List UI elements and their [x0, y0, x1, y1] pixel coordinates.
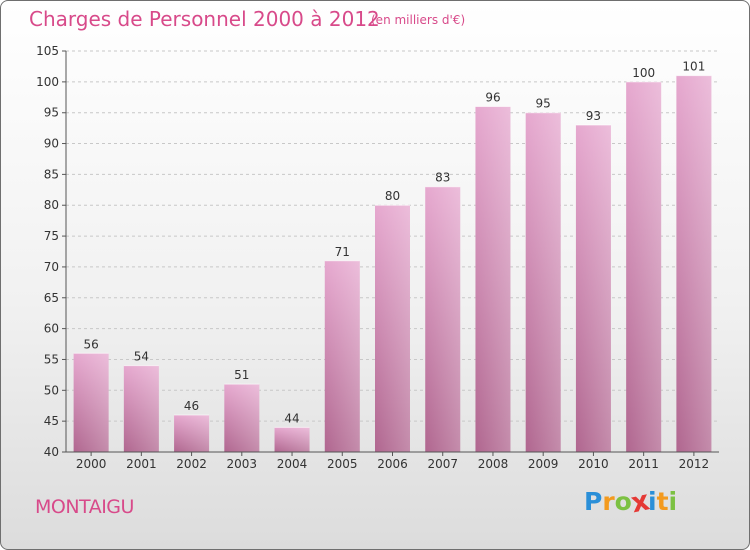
y-tick-label: 80 — [44, 198, 59, 212]
bar-highlight — [73, 353, 109, 452]
x-tick-label: 2012 — [679, 457, 710, 471]
y-tick-label: 55 — [44, 352, 59, 366]
y-tick-label: 60 — [44, 322, 59, 336]
data-label: 71 — [335, 245, 350, 259]
logo-letter: i — [648, 487, 657, 516]
data-label: 95 — [536, 97, 551, 111]
x-tick-label: 2007 — [427, 457, 458, 471]
proxiti-logo: Proxiti — [584, 484, 678, 519]
bar-highlight — [224, 384, 260, 452]
x-tick-label: 2003 — [227, 457, 258, 471]
chart-unit: (en milliers d'€) — [371, 13, 466, 27]
x-tick-label: 2009 — [528, 457, 559, 471]
commune-name: MONTAIGU — [35, 496, 134, 518]
data-label: 96 — [485, 91, 500, 105]
logo-letter: i — [668, 487, 678, 516]
y-tick-label: 105 — [36, 44, 59, 58]
logo-letter: o — [614, 487, 632, 516]
bar-highlight — [475, 106, 511, 453]
bar-highlight — [425, 186, 461, 452]
y-tick-label: 85 — [44, 167, 59, 181]
bar-highlight — [123, 365, 159, 452]
data-label: 93 — [586, 109, 601, 123]
data-label: 51 — [234, 368, 249, 382]
bar-highlight — [375, 205, 410, 452]
y-tick-label: 45 — [44, 414, 59, 428]
y-tick-label: 40 — [44, 445, 59, 459]
bar-highlight — [676, 75, 712, 452]
data-label: 100 — [632, 66, 655, 80]
x-tick-label: 2001 — [126, 457, 157, 471]
data-label: 46 — [184, 399, 199, 413]
logo-letter: t — [656, 487, 669, 516]
y-tick-label: 90 — [44, 137, 59, 151]
y-tick-label: 95 — [44, 106, 59, 120]
y-tick-label: 65 — [44, 291, 59, 305]
logo-letter: r — [602, 487, 615, 516]
y-tick-label: 100 — [36, 75, 59, 89]
y-tick-label: 70 — [44, 260, 59, 274]
data-label: 80 — [385, 189, 400, 203]
x-tick-label: 2004 — [277, 457, 308, 471]
x-tick-label: 2005 — [327, 457, 358, 471]
x-tick-label: 2006 — [377, 457, 408, 471]
bar-highlight — [626, 81, 662, 452]
y-tick-label: 50 — [44, 383, 59, 397]
data-label: 56 — [83, 337, 98, 351]
bar-highlight — [525, 112, 561, 452]
x-tick-label: 2008 — [478, 457, 509, 471]
x-tick-label: 2000 — [76, 457, 107, 471]
bar-highlight — [575, 125, 611, 453]
x-tick-label: 2011 — [628, 457, 659, 471]
bar-highlight — [274, 427, 310, 452]
chart-title: Charges de Personnel 2000 à 2012 — [29, 7, 380, 31]
x-tick-label: 2002 — [176, 457, 207, 471]
bar-highlight — [174, 414, 210, 452]
data-label: 54 — [134, 350, 149, 364]
data-label: 101 — [682, 60, 705, 74]
bar-highlight — [324, 260, 360, 452]
logo-letter: P — [584, 487, 603, 516]
data-label: 44 — [284, 411, 299, 425]
y-tick-label: 75 — [44, 229, 59, 243]
data-label: 83 — [435, 171, 450, 185]
x-tick-label: 2010 — [578, 457, 609, 471]
